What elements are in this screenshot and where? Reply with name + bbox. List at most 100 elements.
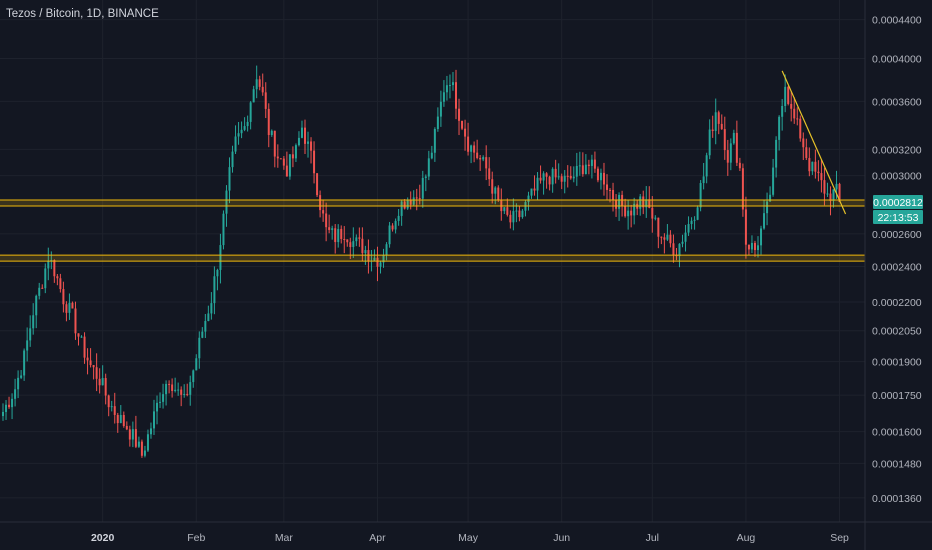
candle-body: [219, 245, 222, 270]
candle-body: [183, 393, 186, 395]
candle-body: [424, 176, 427, 178]
candle-body: [385, 244, 388, 256]
candle-body: [602, 172, 605, 185]
trend-line[interactable]: [781, 70, 847, 215]
candle-body: [379, 262, 382, 267]
candle-body: [59, 278, 62, 290]
candle-body: [71, 302, 74, 309]
candle-body: [506, 207, 509, 215]
candle-body: [14, 389, 17, 399]
candle-body: [243, 126, 246, 130]
price-axis[interactable]: 0.0004400 0.0004000 0.0003600 0.0003200 0.00…: [872, 15, 922, 505]
candle-body: [394, 220, 397, 230]
candle-body: [518, 210, 521, 218]
candle-body: [32, 315, 35, 329]
candle-body: [784, 86, 787, 107]
candle-body: [156, 402, 159, 412]
candle-body: [279, 158, 282, 160]
candle-body: [322, 210, 325, 214]
candle-body: [451, 82, 454, 86]
candle-body: [808, 158, 811, 172]
candle-body: [509, 214, 512, 223]
candle-body: [328, 227, 331, 230]
candle-body: [276, 156, 279, 159]
candle-body: [790, 103, 793, 109]
candle-body: [349, 242, 352, 248]
candle-body: [645, 199, 648, 208]
candle-body: [581, 165, 584, 175]
candle-body: [65, 304, 68, 313]
candle-body: [753, 242, 756, 251]
candle-body: [415, 197, 418, 199]
candle-body: [479, 158, 482, 160]
candle-body: [56, 276, 59, 279]
y-tick-label: 0.0004400: [872, 15, 922, 27]
y-tick-label: 0.0001600: [872, 427, 922, 439]
candle-body: [660, 236, 663, 238]
candle-body: [343, 239, 346, 241]
x-tick-label: Apr: [369, 532, 386, 544]
candle-body: [246, 121, 249, 127]
symbol-title[interactable]: Tezos / Bitcoin, 1D, BINANCE: [6, 8, 159, 20]
y-tick-label: 0.0002600: [872, 229, 922, 241]
candle-body: [400, 201, 403, 216]
candle-body: [536, 177, 539, 191]
candle-body: [237, 133, 240, 137]
candle-body: [140, 441, 143, 456]
candle-body: [593, 159, 596, 169]
candle-body: [397, 215, 400, 221]
candle-body: [455, 82, 457, 109]
x-tick-label: Mar: [275, 532, 294, 544]
candle-body: [554, 168, 557, 178]
candle-body: [340, 228, 343, 240]
candle-body: [741, 168, 744, 210]
candle-body: [331, 228, 334, 230]
candle-body: [578, 165, 581, 167]
candle-body: [403, 201, 406, 209]
candle-body: [823, 180, 826, 194]
candle-body: [678, 243, 681, 257]
candle-body: [300, 127, 303, 138]
candle-body: [485, 157, 488, 169]
candle-body: [346, 239, 349, 243]
candle-body: [391, 225, 394, 230]
y-tick-label: 0.0003200: [872, 144, 922, 156]
candle-body: [778, 116, 781, 140]
candle-body: [307, 141, 310, 144]
candle-body: [445, 85, 448, 93]
candle-body: [201, 331, 204, 338]
candle-body: [334, 228, 337, 243]
candle-body: [533, 188, 536, 191]
candle-body: [829, 193, 832, 201]
trend-line-layer[interactable]: [781, 70, 847, 215]
candle-body: [572, 176, 575, 179]
candle-body: [563, 175, 566, 182]
candle-body: [107, 395, 110, 408]
candle-body: [738, 162, 741, 169]
time-axis[interactable]: 2020 Feb Mar Apr May Jun Jul Aug Sep: [91, 532, 849, 544]
candle-body: [310, 141, 313, 151]
candle-body: [720, 123, 723, 130]
y-tick-label: 0.0002200: [872, 297, 922, 309]
candle-body: [228, 167, 231, 191]
candle-body: [723, 129, 726, 151]
horizontal-levels[interactable]: [0, 199, 865, 262]
candle-body: [427, 158, 430, 177]
candle-body: [569, 175, 572, 179]
candle-body: [294, 145, 297, 159]
candle-body: [98, 378, 101, 386]
candle-body: [165, 383, 168, 395]
candle-body: [38, 287, 41, 296]
candle-body: [231, 151, 234, 168]
candle-body: [23, 350, 26, 376]
candle-body: [814, 161, 817, 172]
candle-body: [288, 154, 291, 177]
candle-body: [642, 196, 645, 208]
candle-body: [146, 434, 149, 451]
countdown-label: 22:13:53: [878, 212, 919, 224]
candle-body: [439, 101, 442, 117]
candle-body: [651, 207, 654, 219]
candle-body: [503, 207, 506, 212]
candle-body: [240, 129, 243, 134]
